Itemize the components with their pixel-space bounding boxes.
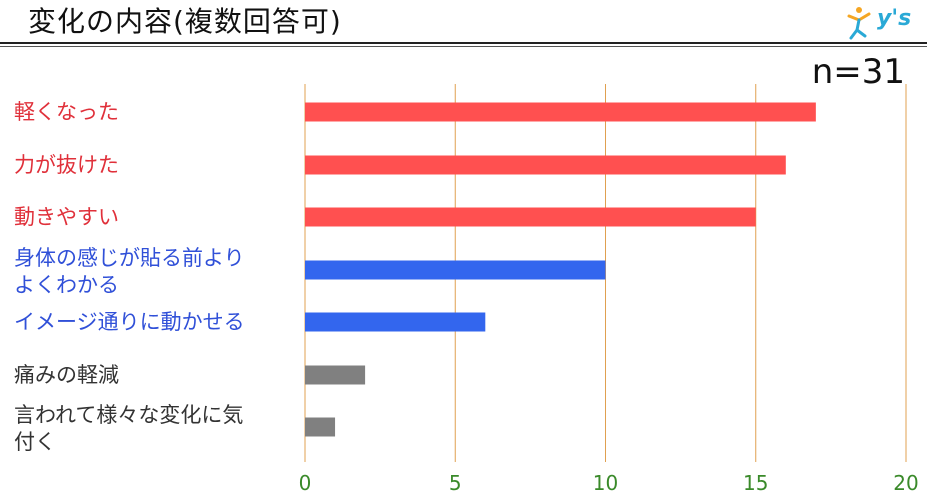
logo-text: y's	[877, 6, 912, 31]
category-label-line: イメージ通りに動かせる	[14, 309, 245, 334]
category-label-line: 軽くなった	[14, 99, 119, 124]
bar	[305, 365, 366, 385]
page-title: 変化の内容(複数回答可)	[28, 5, 342, 38]
category-label-line: 力が抜けた	[14, 152, 119, 177]
x-tick-label: 5	[449, 471, 462, 495]
category-label-line: 付く	[14, 430, 56, 454]
bar	[305, 417, 336, 437]
x-tick-label: 15	[743, 471, 768, 495]
bar	[305, 207, 756, 227]
bar	[305, 155, 786, 175]
title-underline	[0, 42, 927, 44]
category-label-line: 言われて様々な変化に気	[14, 403, 244, 427]
title-underline-thin	[0, 46, 927, 47]
x-tick-label: 0	[299, 471, 312, 495]
category-label-line: 痛みの軽減	[14, 362, 119, 387]
category-label-line: 動きやすい	[14, 204, 119, 229]
sample-size-label: n=31	[811, 52, 905, 92]
logo-figure-icon	[847, 7, 871, 40]
category-label: 動きやすい	[14, 204, 284, 231]
category-label: 軽くなった	[14, 99, 284, 126]
category-label: イメージ通りに動かせる	[14, 309, 284, 336]
category-label: 言われて様々な変化に気 付く	[14, 402, 284, 456]
bar	[305, 312, 486, 332]
category-label: 痛みの軽減	[14, 362, 284, 389]
category-label-line: 身体の感じが貼る前より	[14, 246, 245, 270]
brand-logo: y's	[845, 4, 915, 40]
x-tick-label: 10	[593, 471, 618, 495]
bar	[305, 260, 606, 280]
bar	[305, 102, 816, 122]
category-label: 力が抜けた	[14, 152, 284, 179]
category-label-line: よくわかる	[14, 273, 119, 297]
category-label: 身体の感じが貼る前より よくわかる	[14, 245, 284, 299]
x-tick-label: 20	[893, 471, 918, 495]
